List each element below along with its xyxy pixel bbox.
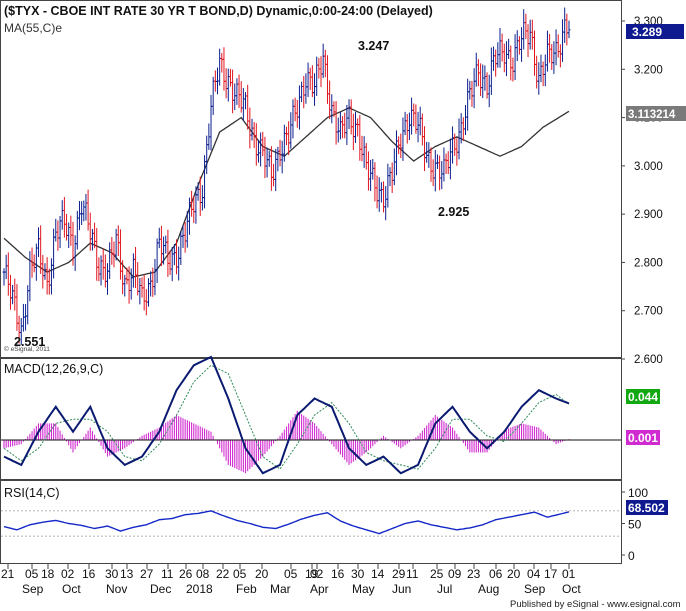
ohlc-bars-group (2, 7, 571, 345)
x-tick-label: 16 (82, 567, 96, 581)
price-tick-label: 2.700 (634, 306, 663, 318)
x-tick-label: 22 (216, 567, 230, 581)
histogram-value-badge (626, 430, 660, 445)
x-tick-label: 17 (544, 567, 558, 581)
x-tick-label: 13 (120, 567, 134, 581)
x-month-label: Aug (478, 582, 499, 596)
ma-value-badge (626, 106, 686, 121)
x-tick-label: 27 (140, 567, 154, 581)
x-tick-label: 09 (448, 567, 462, 581)
x-month-label: May (352, 582, 375, 596)
macd-line (3, 355, 570, 475)
annotation-low: 2.551 (14, 335, 45, 349)
ma-line (3, 107, 570, 278)
x-tick-label: 05 (25, 567, 39, 581)
x-tick-label: 16 (331, 567, 345, 581)
x-tick-label: 02 (61, 567, 75, 581)
x-tick-label: 06 (489, 567, 503, 581)
x-month-label: Dec (150, 582, 171, 596)
x-month-label: Sep (524, 582, 546, 596)
rsi-value-badge (626, 500, 668, 515)
rsi-tick-label: 0 (628, 549, 635, 563)
x-tick-label: 04 (527, 567, 541, 581)
ma-value-badge-text: 3.113214 (628, 109, 676, 121)
macd-signal-line (3, 364, 570, 470)
x-month-label: Jun (392, 582, 411, 596)
x-tick-label: 19 (305, 567, 319, 581)
x-tick-label: 26 (179, 567, 193, 581)
x-tick-label: 20 (255, 567, 269, 581)
x-month-label: 2018 (186, 582, 213, 596)
rsi-tick-label: 50 (628, 518, 642, 532)
x-tick-label: 02 (310, 567, 324, 581)
x-tick-label: 05 (233, 567, 247, 581)
rsi-title: RSI(14,C) (4, 486, 60, 500)
x-tick-label: 23 (467, 567, 481, 581)
x-tick-label: 05 (284, 567, 298, 581)
annotation-mid-low: 2.925 (438, 205, 469, 219)
last-price-badge-text: 3.289 (632, 25, 662, 39)
x-tick-label: 29 (392, 567, 406, 581)
moving-average-group (3, 107, 570, 278)
rsi-tick-label: 100 (628, 486, 648, 500)
x-month-label: Apr (310, 582, 329, 596)
x-tick-label: 21 (1, 567, 15, 581)
footer-published: Published by eSignal - www.esignal.com (510, 599, 681, 610)
histogram-value-badge-text: 0.001 (628, 431, 658, 445)
x-tick-label: 14 (371, 567, 385, 581)
x-month-label: Nov (106, 582, 127, 596)
x-tick-label: 20 (507, 567, 521, 581)
x-tick-label: 18 (41, 567, 55, 581)
price-tick-label: 2.800 (634, 257, 663, 269)
x-month-label: Feb (236, 582, 257, 596)
rsi-value-badge-text: 68.502 (628, 501, 665, 515)
x-tick-label: 30 (105, 567, 119, 581)
x-tick-label: 30 (351, 567, 365, 581)
macd-title: MACD(12,26,9,C) (4, 362, 103, 376)
last-price-badge (626, 24, 684, 39)
x-month-label: Sep (22, 582, 44, 596)
price-tick-label: 2.900 (634, 209, 663, 221)
macd-value-badge (626, 389, 660, 404)
x-month-label: Jul (437, 582, 452, 596)
price-tick-label: 3.200 (634, 64, 663, 76)
x-tick-label: 01 (562, 567, 576, 581)
macd-group (1, 355, 621, 475)
rsi-line (3, 510, 570, 535)
x-month-label: Oct (562, 582, 581, 596)
x-tick-label: 25 (430, 567, 444, 581)
ma-legend-label: MA(55,C)e (4, 21, 62, 35)
watermark-label: © eSignal, 2011 (4, 345, 50, 353)
x-tick-label: 11 (161, 567, 174, 581)
rsi-group: 100 50 0 (1, 486, 648, 563)
chart-title: ($TYX - CBOE INT RATE 30 YR T BOND,D) Dy… (4, 4, 433, 18)
x-tick-label: 08 (196, 567, 210, 581)
price-tick-label: 3.000 (634, 161, 663, 173)
x-month-label: Mar (270, 582, 291, 596)
x-tick-label: 11 (406, 567, 419, 581)
macd-value-badge-text: 0.044 (628, 390, 658, 404)
x-month-label: Oct (62, 582, 81, 596)
price-tick-label: 2.600 (634, 354, 663, 366)
annotation-high: 3.247 (358, 39, 389, 53)
